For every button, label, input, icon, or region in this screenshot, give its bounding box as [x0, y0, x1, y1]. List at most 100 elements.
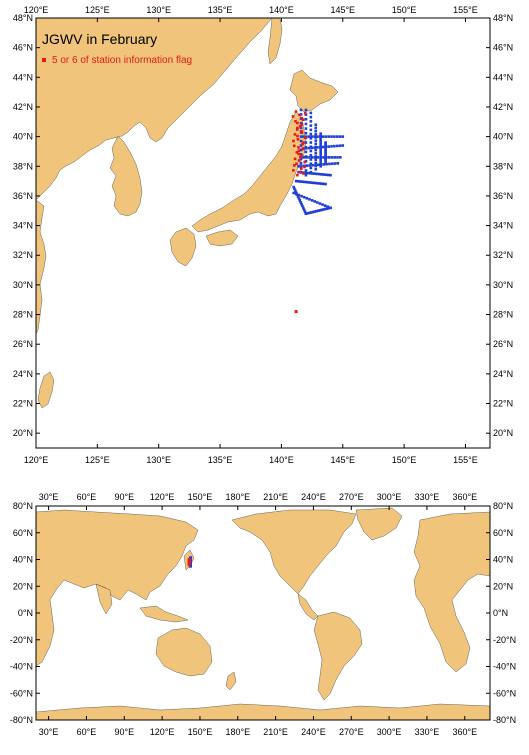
- flagged-point: [301, 142, 304, 146]
- flagged-point: [303, 160, 307, 164]
- lat-label-left: 32°N: [13, 250, 33, 260]
- station-point: [309, 111, 313, 115]
- flagged-point: [298, 170, 302, 174]
- lat-label-right: -40°N: [493, 662, 516, 672]
- india: [95, 583, 113, 615]
- station-point: [313, 181, 317, 185]
- station-point: [304, 171, 307, 175]
- station-point: [304, 141, 308, 144]
- station-point: [316, 156, 320, 159]
- lat-label-right: 34°N: [493, 221, 513, 231]
- station-point: [310, 156, 314, 159]
- lat-label-left: 28°N: [13, 310, 33, 320]
- lon-label-top: 120°E: [150, 492, 175, 502]
- flagged-point: [291, 115, 295, 118]
- lat-label-left: 30°N: [13, 280, 33, 290]
- lat-label-right: 38°N: [493, 161, 513, 171]
- station-point: [304, 117, 308, 121]
- station-point: [309, 120, 313, 123]
- regional-ticks: 120°E 120°E 125°E 125°E 130°E 130°E 135°E 135°E…: [13, 5, 513, 465]
- station-point: [322, 163, 326, 166]
- station-point: [302, 135, 305, 138]
- station-point: [188, 556, 192, 560]
- station-point: [292, 185, 295, 189]
- lat-label-right: -80°N: [493, 715, 516, 725]
- europe-africa-east: [413, 511, 490, 673]
- lon-label-top: 90°E: [114, 492, 134, 502]
- station-point: [325, 162, 328, 166]
- station-point: [307, 135, 311, 138]
- station-point: [319, 160, 322, 163]
- station-point: [330, 145, 333, 148]
- station-point: [320, 173, 323, 176]
- lat-label-right: 20°N: [493, 428, 513, 438]
- lat-label-left: 20°N: [13, 581, 33, 591]
- flagged-point: [294, 110, 298, 113]
- station-point: [316, 209, 320, 213]
- station-point: [296, 180, 300, 183]
- flagged-point: [296, 134, 299, 138]
- flagged-point: [293, 157, 297, 161]
- station-point: [314, 129, 318, 133]
- korea-peninsula: [109, 135, 143, 217]
- central-america: [297, 593, 319, 621]
- station-point: [309, 153, 313, 157]
- station-point: [310, 135, 314, 138]
- flagged-point: [302, 172, 305, 175]
- station-point: [311, 181, 315, 185]
- flagged-point: [300, 131, 304, 135]
- station-point: [324, 148, 327, 152]
- lat-label-right: -60°N: [493, 688, 516, 698]
- station-point: [305, 180, 308, 184]
- global-ticks: 30°E 30°E 60°E 60°E 90°E 90°E 120°E 120°E 150°E 1…: [10, 492, 516, 737]
- station-point: [304, 122, 308, 126]
- flagged-point: [303, 165, 306, 169]
- lat-label-left: -20°N: [10, 635, 33, 645]
- lon-label-bottom: 155°E: [453, 455, 478, 465]
- station-point: [321, 145, 325, 149]
- lat-label-right: 40°N: [493, 132, 513, 142]
- station-point: [338, 135, 342, 138]
- lon-label-bottom: 360°E: [452, 727, 477, 737]
- station-point: [316, 163, 320, 167]
- station-point: [324, 153, 327, 156]
- station-point: [319, 150, 322, 154]
- flagged-point: [300, 129, 303, 133]
- station-point: [319, 163, 323, 166]
- lon-label-bottom: 30°E: [39, 727, 59, 737]
- station-point: [324, 182, 327, 186]
- station-point: [305, 156, 308, 159]
- station-point: [327, 135, 331, 138]
- station-point: [314, 158, 318, 162]
- station-point: [293, 187, 296, 191]
- antarctica: [36, 703, 490, 720]
- station-point: [313, 200, 317, 203]
- station-point: [295, 192, 298, 196]
- station-point: [324, 142, 327, 146]
- station-point: [297, 193, 301, 197]
- station-point: [299, 200, 302, 204]
- station-point: [322, 156, 325, 159]
- station-point: [324, 151, 327, 155]
- station-point: [324, 157, 327, 161]
- station-point: [304, 212, 308, 216]
- station-point: [326, 205, 330, 209]
- station-point: [309, 128, 313, 132]
- flagged-point: [299, 155, 302, 159]
- lat-label-left: 44°N: [13, 72, 33, 82]
- regional-frame: [35, 17, 491, 449]
- station-point: [324, 173, 328, 177]
- station-point: [304, 131, 308, 135]
- station-point: [324, 141, 327, 144]
- flagged-point: [296, 121, 299, 125]
- station-point: [314, 167, 318, 171]
- station-point: [338, 144, 342, 148]
- station-point: [297, 197, 301, 200]
- station-point: [322, 173, 325, 176]
- flagged-point: [297, 149, 301, 153]
- station-point: [323, 207, 327, 211]
- flagged-point: [300, 154, 303, 157]
- station-point: [319, 137, 322, 140]
- regional-stations: [291, 108, 345, 216]
